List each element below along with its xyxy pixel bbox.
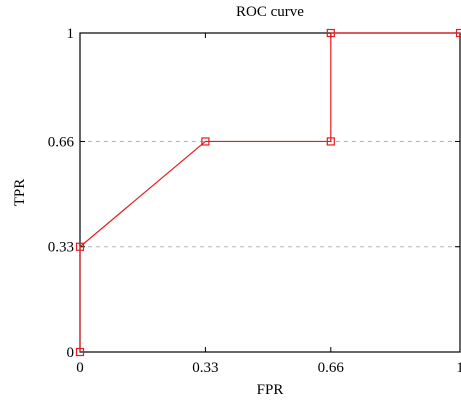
data-point-marker xyxy=(201,137,210,146)
data-point-marker xyxy=(326,28,335,38)
x-tick-label: 0.66 xyxy=(318,360,345,376)
grid-lines xyxy=(80,140,460,248)
series-line xyxy=(79,32,460,352)
data-point-marker xyxy=(326,137,335,146)
y-tick-label: 0 xyxy=(67,345,75,361)
data-point-marker xyxy=(455,28,461,38)
y-axis: 0 0.33 0.66 1 xyxy=(48,26,460,361)
data-point-marker xyxy=(75,347,85,357)
x-tick-label: 0.33 xyxy=(192,360,218,376)
chart-title: ROC curve xyxy=(236,4,304,20)
x-axis-title: FPR xyxy=(257,382,284,398)
y-tick-label: 0.66 xyxy=(48,134,75,150)
x-tick-label: 0 xyxy=(76,360,84,376)
data-point-marker xyxy=(75,242,85,251)
plot-frame xyxy=(79,32,461,353)
series-layer xyxy=(75,28,461,357)
x-axis: 0 0.33 0.66 1 xyxy=(76,33,461,376)
y-tick-label: 0.33 xyxy=(48,240,74,256)
x-tick-label: 1 xyxy=(456,360,461,376)
y-tick-label: 1 xyxy=(67,26,75,42)
y-axis-title: TPR xyxy=(12,179,28,207)
